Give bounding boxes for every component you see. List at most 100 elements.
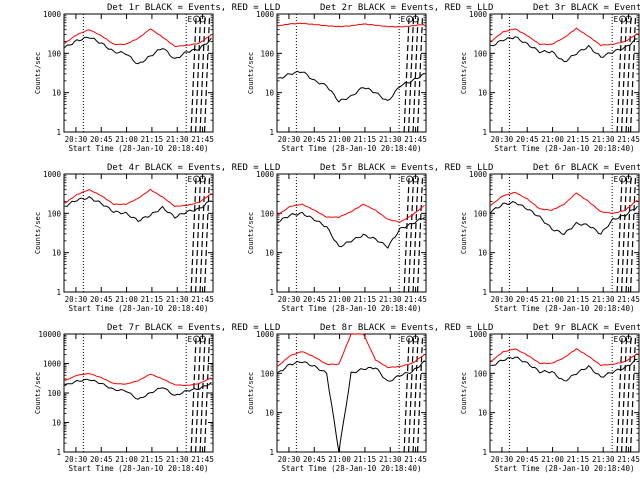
y-tick-label: 1000 — [469, 330, 488, 339]
x-tick-label: 21:45 — [617, 135, 640, 144]
plot-frame — [63, 333, 214, 453]
x-tick-label: 20:45 — [90, 455, 113, 464]
dashed-marker-line — [194, 175, 202, 293]
y-tick-label: 1000 — [469, 170, 488, 179]
chart-title: Det 2r BLACK = Events, RED = LLD — [320, 3, 493, 13]
dashed-marker-line — [199, 15, 206, 133]
x-axis-label: Start Time (28-Jan-10 20:18:40) — [282, 144, 422, 153]
y-tick-label: 100 — [47, 389, 61, 398]
x-tick-label: 21:00 — [541, 135, 564, 144]
y-tick-label: 1000 — [256, 10, 275, 19]
y-tick-label: 1 — [482, 128, 487, 137]
x-tick-label: 20:30 — [65, 135, 88, 144]
y-tick-label: 1000 — [256, 330, 275, 339]
x-tick-label: 21:00 — [328, 455, 351, 464]
dashed-marker-line — [403, 335, 410, 453]
y-tick-label: 1 — [56, 288, 61, 297]
annotation-circle — [412, 175, 419, 183]
y-axis-label: Counts/sec — [247, 372, 255, 414]
x-tick-label: 21:30 — [166, 455, 189, 464]
x-tick-label: 21:30 — [166, 295, 189, 304]
y-tick-label: 1000 — [43, 360, 62, 369]
y-tick-label: 10 — [52, 89, 62, 98]
x-tick-label: 21:15 — [354, 295, 377, 304]
x-tick-label: 20:30 — [278, 135, 301, 144]
annotation-label: E — [401, 15, 406, 24]
chart-panel-2r: Det 2r BLACK = Events, RED = LLD 1 10 100 10… — [247, 3, 493, 153]
x-tick-label: 20:30 — [65, 295, 88, 304]
dashed-marker-line — [199, 175, 206, 293]
y-tick-label: 1000 — [469, 10, 488, 19]
plot-frame — [276, 13, 427, 133]
annotation-label: E — [614, 335, 619, 344]
x-tick-label: 20:45 — [90, 135, 113, 144]
y-tick-label: 100 — [47, 49, 61, 58]
dashed-marker-line — [629, 15, 637, 133]
annotation-label: E — [401, 175, 406, 184]
annotation-circle — [406, 335, 414, 343]
x-tick-label: 21:45 — [617, 295, 640, 304]
annotation-circle — [625, 335, 632, 343]
x-tick-label: 20:45 — [516, 455, 539, 464]
annotation-label: E — [188, 15, 193, 24]
y-tick-label: 1 — [56, 448, 61, 457]
x-tick-label: 20:45 — [90, 295, 113, 304]
events-series-line — [490, 356, 638, 382]
x-tick-label: 21:15 — [354, 135, 377, 144]
dashed-marker-line — [616, 15, 623, 133]
dashed-marker-line — [629, 335, 637, 453]
y-tick-label: 10000 — [38, 330, 61, 339]
dashed-marker-line — [412, 175, 419, 293]
y-tick-label: 10 — [265, 249, 275, 258]
y-tick-label: 100 — [260, 209, 274, 218]
plot-frame — [63, 13, 214, 133]
x-axis-label: Start Time (28-Jan-10 20:18:40) — [495, 144, 635, 153]
dashed-marker-line — [625, 175, 632, 293]
dashed-marker-line — [620, 15, 628, 133]
x-tick-label: 21:30 — [379, 295, 402, 304]
annotation-circle — [406, 15, 414, 23]
x-tick-label: 21:15 — [567, 135, 590, 144]
x-tick-label: 20:30 — [491, 295, 514, 304]
y-tick-label: 1 — [56, 128, 61, 137]
dashed-marker-line — [620, 335, 628, 453]
x-tick-label: 20:45 — [516, 135, 539, 144]
plot-frame — [489, 333, 640, 453]
x-tick-label: 20:30 — [491, 135, 514, 144]
dashed-marker-line — [629, 175, 637, 293]
dashed-marker-line — [625, 15, 632, 133]
annotation-circle — [193, 15, 201, 23]
chart-title: Det 7r BLACK = Events, RED = LLD — [107, 323, 280, 333]
x-tick-label: 20:30 — [491, 455, 514, 464]
y-tick-label: 10 — [52, 419, 62, 428]
lld-series-line — [277, 203, 425, 223]
x-tick-label: 21:45 — [404, 135, 427, 144]
plot-frame — [276, 173, 427, 293]
dashed-marker-line — [616, 335, 623, 453]
x-tick-label: 20:45 — [516, 295, 539, 304]
dashed-marker-line — [203, 175, 211, 293]
x-tick-label: 21:00 — [328, 135, 351, 144]
y-axis-label: Counts/sec — [247, 52, 255, 94]
annotation-circle — [406, 175, 414, 183]
dashed-marker-line — [190, 15, 197, 133]
dashed-marker-line — [403, 175, 410, 293]
dashed-marker-line — [199, 335, 206, 453]
x-tick-label: 21:45 — [404, 455, 427, 464]
dashed-marker-line — [407, 15, 415, 133]
lld-series-line — [490, 191, 638, 214]
dashed-marker-line — [416, 175, 424, 293]
annotation-circle — [199, 335, 206, 343]
events-series-line — [64, 195, 212, 222]
events-series-line — [490, 201, 638, 236]
annotation-circle — [412, 15, 419, 23]
y-axis-label: Counts/sec — [460, 212, 468, 254]
y-tick-label: 10 — [478, 249, 488, 258]
events-series-line — [277, 360, 425, 453]
dashed-marker-line — [203, 15, 211, 133]
dashed-marker-line — [407, 175, 415, 293]
annotation-circle — [625, 175, 632, 183]
y-tick-label: 100 — [47, 209, 61, 218]
plot-frame — [276, 333, 427, 453]
